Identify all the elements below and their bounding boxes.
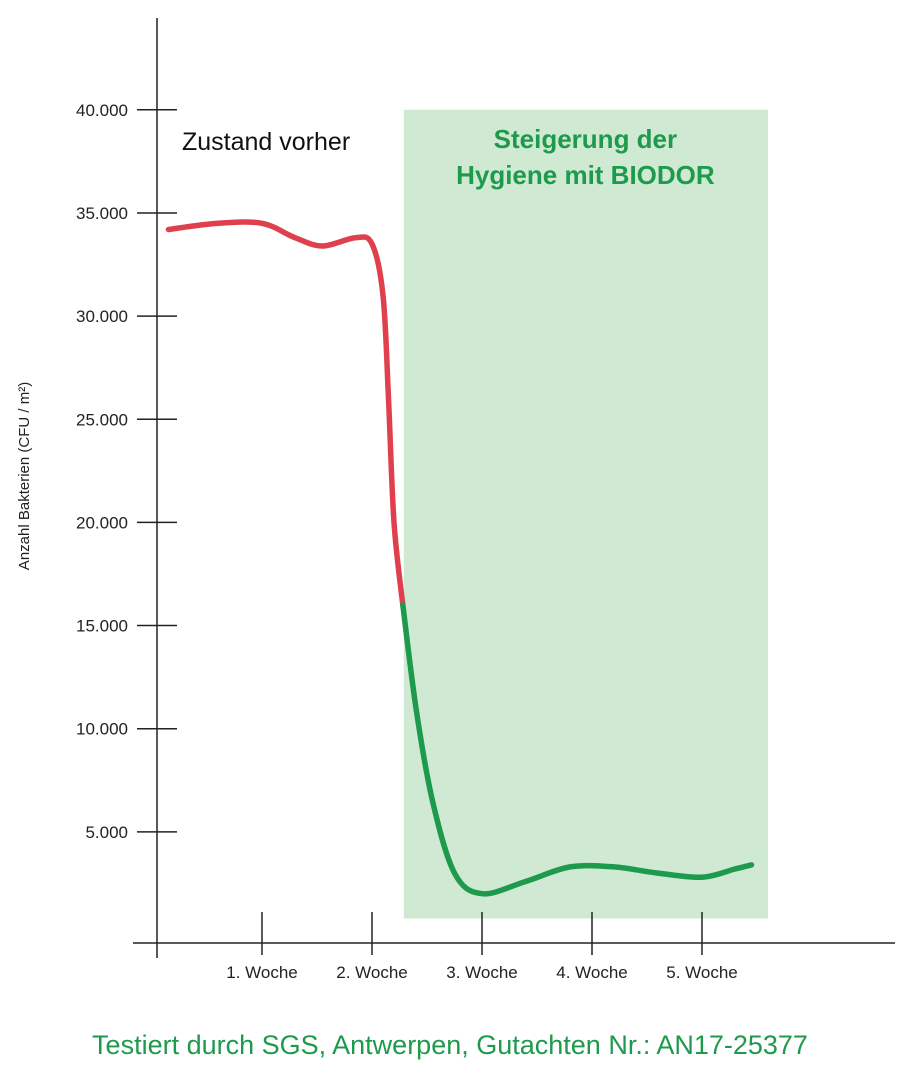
y-tick-label: 5.000 xyxy=(85,823,128,842)
y-tick-label: 40.000 xyxy=(76,101,128,120)
x-tick-label: 3. Woche xyxy=(446,963,518,982)
bacteria-chart: 5.000 10.000 15.000 20.000 25.000 30.000 35.00… xyxy=(16,18,895,982)
series-before-line xyxy=(165,219,406,608)
y-axis-label: Anzahl Bakterien (CFU / m²) xyxy=(16,382,33,570)
footer-note: Testiert durch SGS, Antwerpen, Gutachten… xyxy=(92,1030,808,1060)
region-shade xyxy=(403,109,768,919)
biodor-region xyxy=(403,109,768,919)
region-label-line: Steigerung der xyxy=(494,124,677,154)
y-tick-label: 15.000 xyxy=(76,617,128,636)
region-label-line: Hygiene mit BIODOR xyxy=(456,160,715,190)
y-tick-label: 10.000 xyxy=(76,720,128,739)
y-tick-label: 25.000 xyxy=(76,410,128,429)
x-tick-label: 4. Woche xyxy=(556,963,628,982)
y-tick-label: 20.000 xyxy=(76,513,128,532)
series-biodor-line xyxy=(400,602,755,897)
ticks: 5.000 10.000 15.000 20.000 25.000 30.000 35.00… xyxy=(76,101,738,982)
x-tick-label: 5. Woche xyxy=(666,963,738,982)
y-tick-label: 30.000 xyxy=(76,307,128,326)
x-tick-label: 1. Woche xyxy=(226,963,298,982)
series xyxy=(165,219,755,897)
axes xyxy=(133,18,895,958)
annotation-zustand: Zustand vorher xyxy=(182,128,350,156)
y-tick-label: 35.000 xyxy=(76,204,128,223)
chart-labels: Steigerung der Hygiene mit BIODOR Anzahl B… xyxy=(16,124,715,570)
x-tick-label: 2. Woche xyxy=(336,963,408,982)
